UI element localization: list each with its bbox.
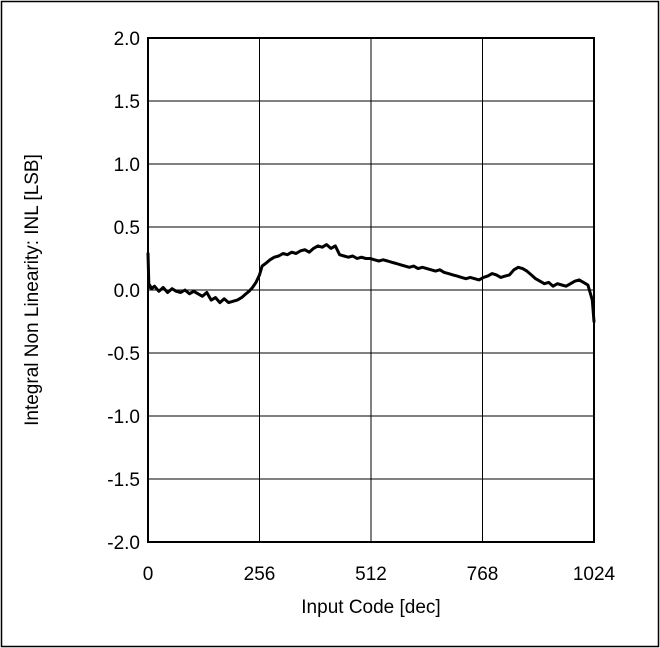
y-axis-ticks: 2.0 1.5 1.0 0.5 0.0 -0.5 -1.0 -1.5 -2.0 <box>107 29 140 554</box>
y-axis-title: Integral Non Linearity: INL [LSB] <box>22 154 43 426</box>
x-tick-label: 0 <box>143 564 154 585</box>
y-tick-label: -1.0 <box>107 407 140 428</box>
x-tick-label: 256 <box>244 564 276 585</box>
x-tick-label: 512 <box>355 564 387 585</box>
y-tick-label: 2.0 <box>114 29 140 50</box>
inl-series-line <box>146 243 596 323</box>
y-tick-label: 1.5 <box>114 92 140 113</box>
x-tick-label: 768 <box>467 564 499 585</box>
y-tick-label: 0.0 <box>114 281 140 302</box>
y-tick-label: 1.0 <box>114 155 140 176</box>
x-axis-ticks: 0 256 512 768 1024 <box>143 564 616 585</box>
y-tick-label: -2.0 <box>107 533 140 554</box>
plot-area <box>147 37 595 543</box>
y-tick-label: -0.5 <box>107 344 140 365</box>
plot-area-border <box>147 37 595 543</box>
y-tick-label: 0.5 <box>114 218 140 239</box>
x-tick-label: 1024 <box>573 564 616 585</box>
x-axis-title: Input Code [dec] <box>301 597 440 618</box>
y-tick-label: -1.5 <box>107 470 140 491</box>
series-layer <box>146 243 596 323</box>
